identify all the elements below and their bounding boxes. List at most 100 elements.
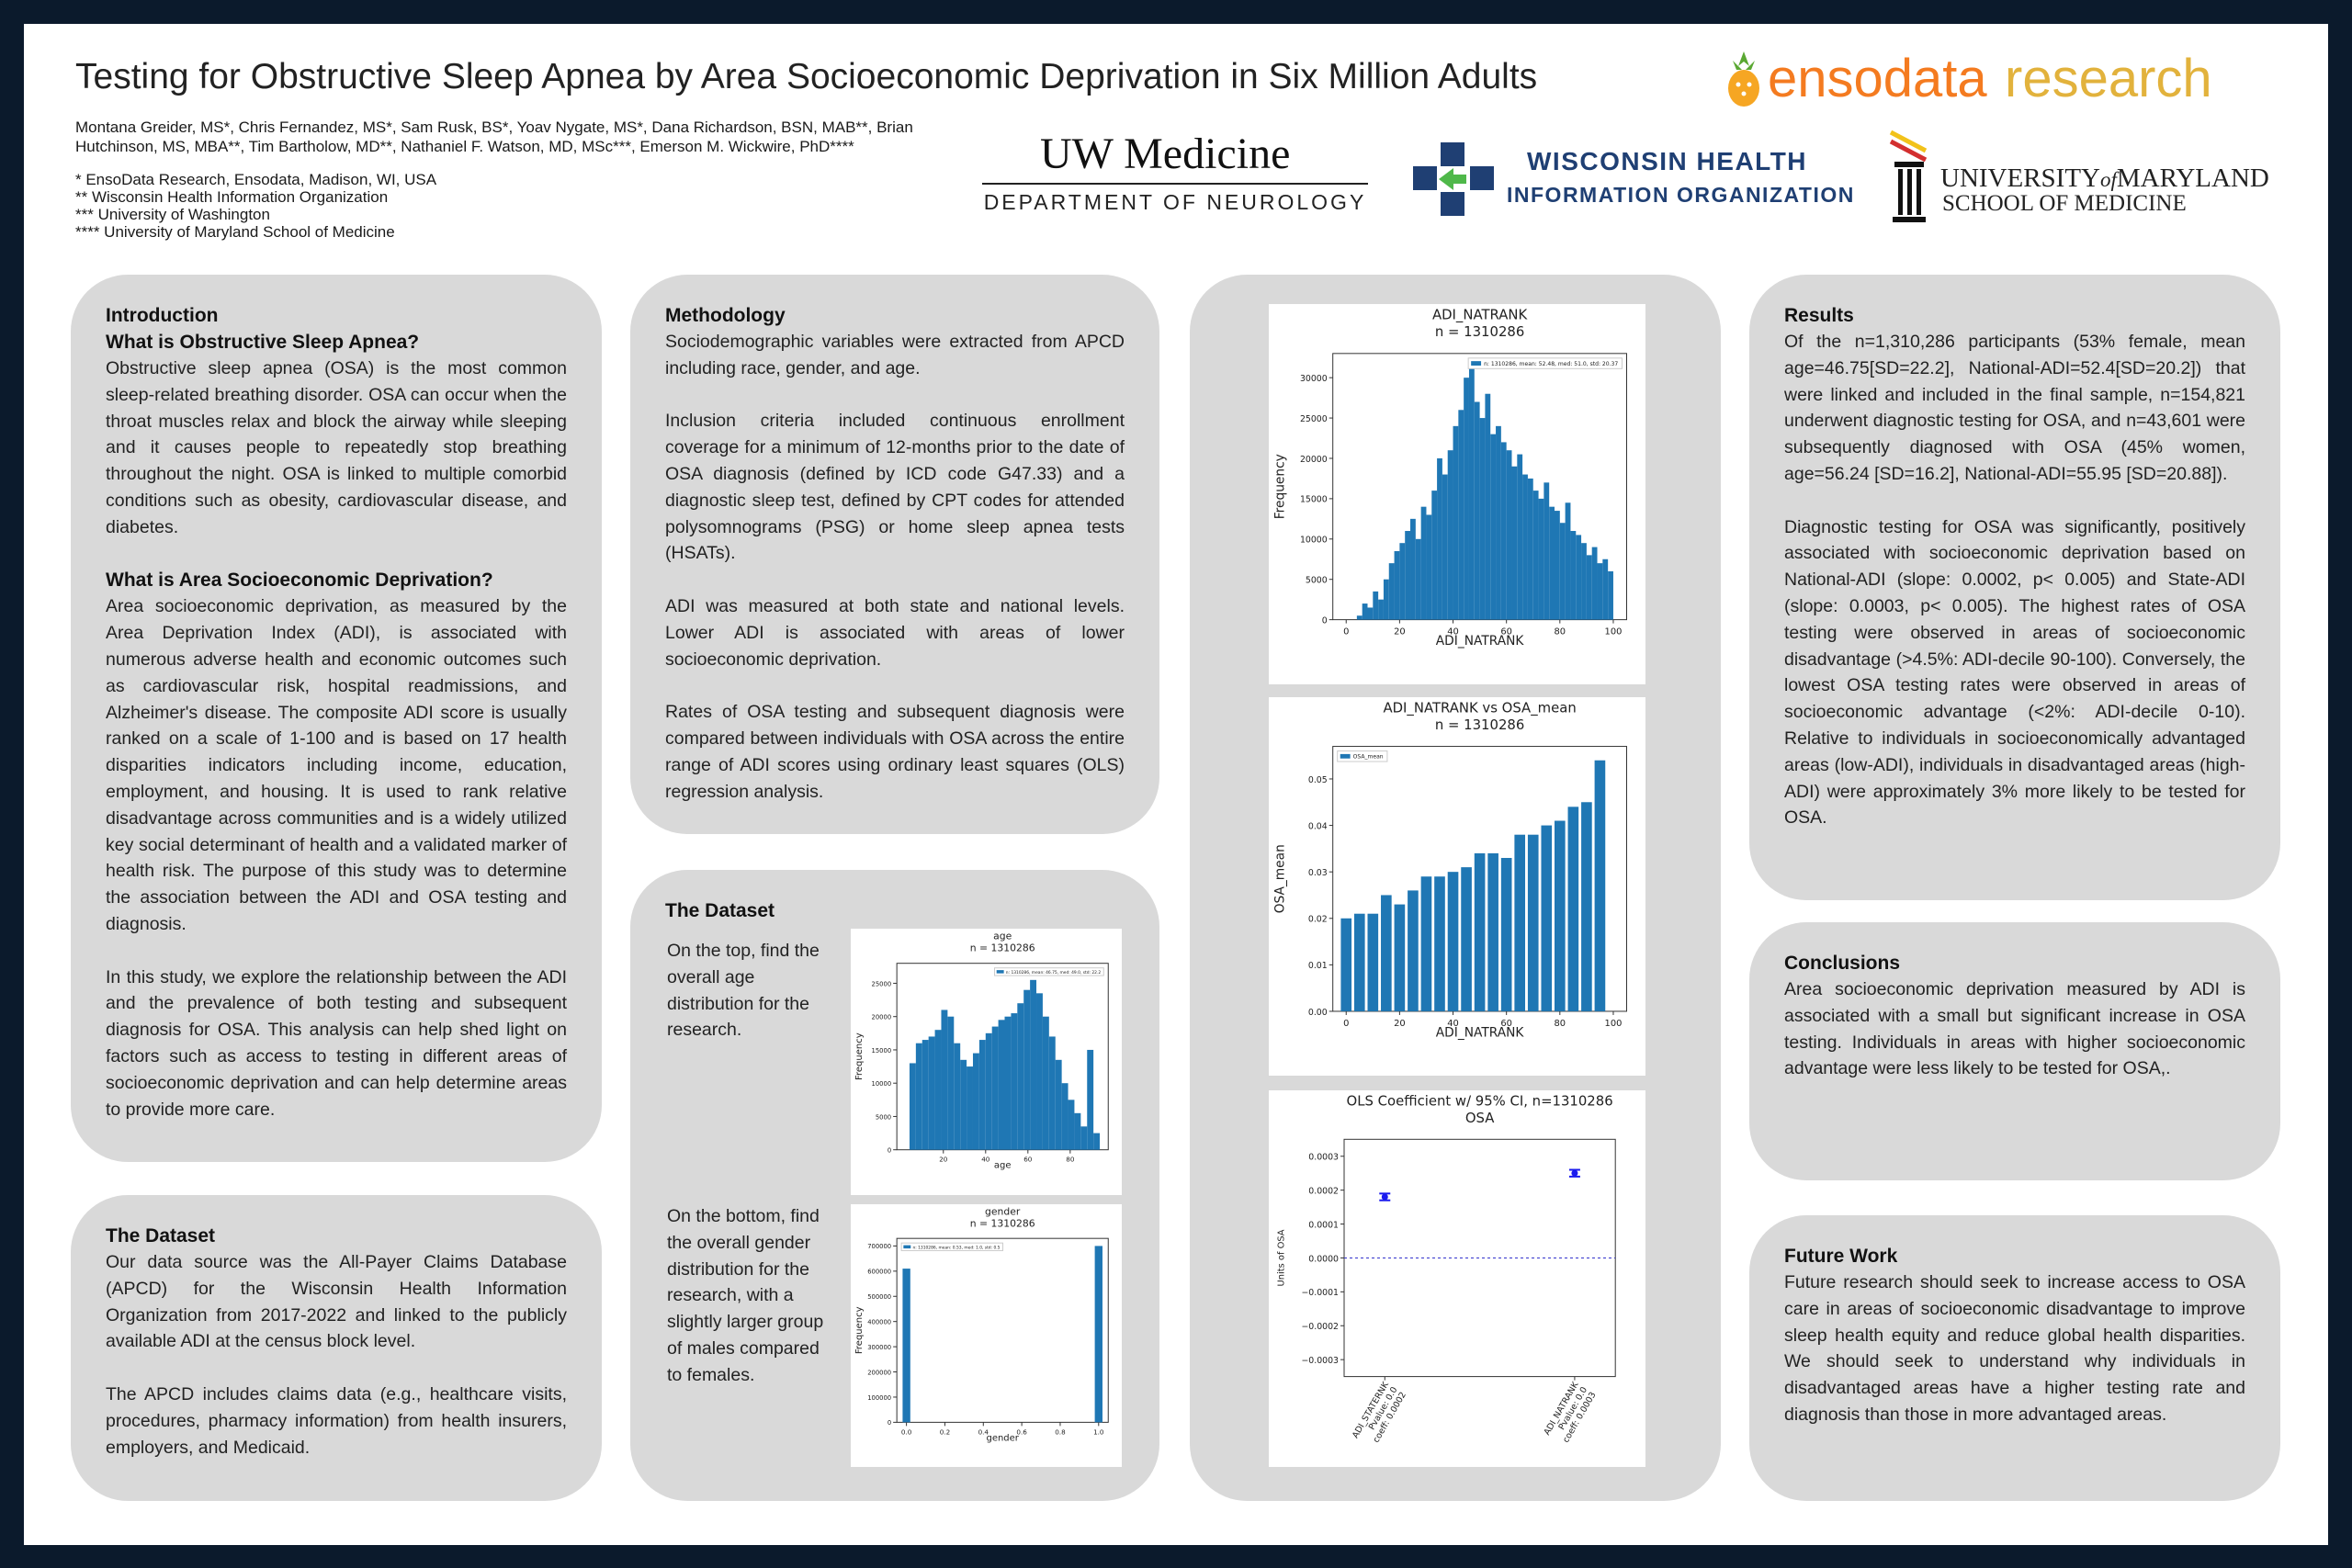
whio-icon [1413,142,1494,216]
histogram-bar [1004,1016,1012,1150]
conclusions-panel: Conclusions Area socioeconomic deprivati… [1749,922,2280,1180]
x-tick-label: 60 [1023,1156,1033,1164]
histogram-bar [1094,1246,1102,1423]
bar [1381,895,1392,1011]
histogram-bar [1074,1112,1081,1150]
ensodata-icon [1728,51,1759,107]
y-tick-label: 0.00 [1308,1008,1328,1018]
y-tick-label: 10000 [872,1080,892,1088]
y-tick-label: −0.0001 [1301,1288,1339,1298]
point [1381,1193,1388,1201]
legend-box [900,1242,1004,1252]
histogram-bar [1042,1016,1049,1150]
y-axis-label: Units of OSA [1276,1229,1286,1286]
paragraph: Inclusion criteria included continuous e… [665,411,1125,564]
bar [1461,867,1472,1011]
histogram-bar [1522,474,1528,620]
uw-rule [982,183,1368,185]
bar [1527,834,1539,1011]
subsection-heading: What is Obstructive Sleep Apnea? [106,332,420,353]
y-tick-label: 15000 [872,1047,892,1055]
y-tick-label: 300000 [867,1344,891,1351]
y-tick-label: −0.0003 [1301,1356,1339,1366]
umd-school: SCHOOL OF MEDICINE [1942,191,2187,216]
y-tick-label: 0 [888,1147,891,1155]
histogram-bar [1474,401,1480,620]
plot-frame [896,1237,1109,1423]
x-axis-label: age [994,1161,1012,1171]
histogram-bar [1532,491,1539,620]
histogram-bar [1517,454,1523,620]
chart-title: gender [985,1205,1021,1217]
bar [1514,834,1526,1011]
y-tick-label: 0.01 [1308,961,1328,971]
bar [1594,760,1606,1011]
histogram-bar [1399,543,1406,620]
umd-word: MARYLAND [2116,164,2269,193]
histogram-bar [1061,1083,1069,1150]
y-tick-label: 0.05 [1308,775,1328,785]
histogram-bar [1570,531,1577,620]
bar [1555,820,1566,1011]
x-tick-label: 0 [1343,1019,1349,1029]
histogram-bar [1087,1049,1094,1150]
paragraph: Rates of OSA testing and subsequent diag… [665,702,1125,802]
histogram-bar [1048,1036,1056,1150]
affiliation: ** Wisconsin Health Information Organiza… [75,188,389,206]
chart-title: ADI_NATRANK [1432,307,1529,323]
histogram-bar [1565,502,1571,620]
y-axis-label: OSA_mean [1272,844,1287,913]
histogram-bar [1023,989,1031,1150]
y-tick-label: 400000 [867,1318,891,1325]
bar [1340,918,1352,1011]
bar [1500,857,1512,1011]
chart-subtitle: n = 1310286 [970,942,1035,954]
x-tick-label: 40 [1447,627,1459,637]
y-tick-label: 0.0003 [1308,1153,1339,1163]
results-panel: Results Of the n=1,310,286 participants … [1749,275,2280,900]
paragraph: The APCD includes claims data (e.g., hea… [106,1383,567,1458]
y-tick-label: 25000 [1300,414,1328,424]
histogram-bar [928,1036,935,1150]
histogram-bar [1549,506,1555,620]
y-axis-label: Frequency [854,1306,865,1354]
histogram-bar [1608,570,1613,620]
histogram-bar [1527,478,1533,620]
x-tick-label: 40 [1447,1019,1459,1029]
introduction-panel: Introduction What is Obstructive Sleep A… [71,275,602,1162]
bar [1408,890,1419,1011]
methodology-panel: Methodology Sociodemographic variables w… [630,275,1159,834]
x-tick-label: 60 [1500,1019,1512,1029]
x-tick-label: 0.2 [940,1427,950,1436]
histogram-bar [1538,498,1544,620]
histogram-bar [1490,434,1497,620]
histogram-bar [1453,425,1459,620]
umd-word: of [2100,168,2117,191]
paragraph: In this study, we explore the relationsh… [106,966,567,1120]
y-tick-label: 600000 [867,1269,891,1276]
x-tick-label: 0.0 [901,1427,912,1436]
chart-title: OLS Coefficient w/ 95% CI, n=1310286 [1347,1092,1613,1109]
chart-subtitle: n = 1310286 [970,1217,1035,1229]
section-heading: Future Work [1784,1246,1898,1267]
bar [1367,913,1379,1011]
histogram-bar [960,1059,967,1150]
histogram-bar [1581,543,1587,620]
affiliations: * EnsoData Research, Ensodata, Madison, … [75,171,436,241]
affiliation: *** University of Washington [75,206,270,223]
chart-title: ADI_NATRANK vs OSA_mean [1383,699,1576,716]
histogram-bar [998,1020,1005,1150]
y-tick-label: 20000 [1300,455,1328,465]
histogram-bar [934,1030,942,1150]
y-tick-label: 20000 [872,1014,892,1021]
histogram-bar [972,1053,979,1150]
histogram-bar [991,1026,999,1150]
paragraph: Diagnostic testing for OSA was significa… [1784,516,2245,829]
y-tick-label: −0.0002 [1301,1322,1339,1332]
y-tick-label: 500000 [867,1293,891,1301]
histogram-bar [1559,523,1566,620]
